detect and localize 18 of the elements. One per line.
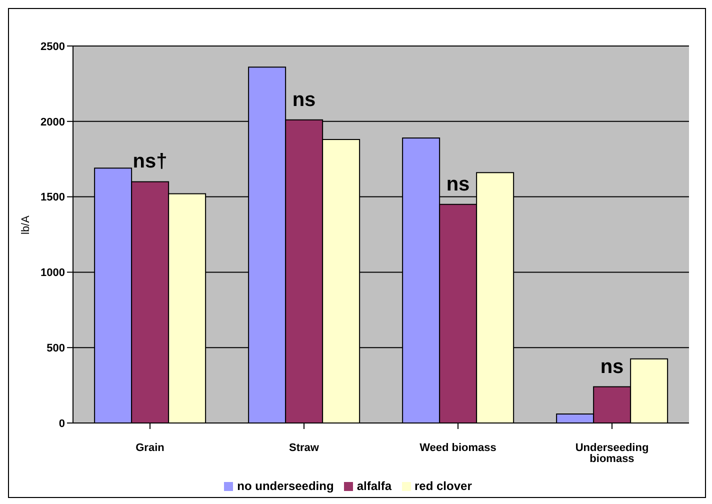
y-tick-label: 500 xyxy=(46,342,65,355)
annotation: ns xyxy=(446,173,470,196)
x-tick-label: Underseeding biomass xyxy=(575,442,649,465)
legend-label: alfalfa xyxy=(356,479,392,493)
x-tick-label: Straw xyxy=(289,442,320,454)
x-tick-label: Grain xyxy=(136,442,165,454)
x-tick-label: Weed biomass xyxy=(420,442,496,454)
y-tick-label: 0 xyxy=(58,418,65,430)
y-tick-label: 1000 xyxy=(40,267,65,280)
y-tick-label: 1500 xyxy=(40,192,65,204)
y-tick-label: 2500 xyxy=(40,40,65,53)
annotation: ns† xyxy=(132,150,168,173)
y-axis-title: lb/A xyxy=(20,214,32,234)
annotation: ns xyxy=(292,88,316,111)
legend-label: no underseeding xyxy=(237,479,334,493)
legend-label: red clover xyxy=(414,479,472,493)
annotation: ns xyxy=(600,356,624,378)
y-tick-label: 2000 xyxy=(40,116,65,128)
